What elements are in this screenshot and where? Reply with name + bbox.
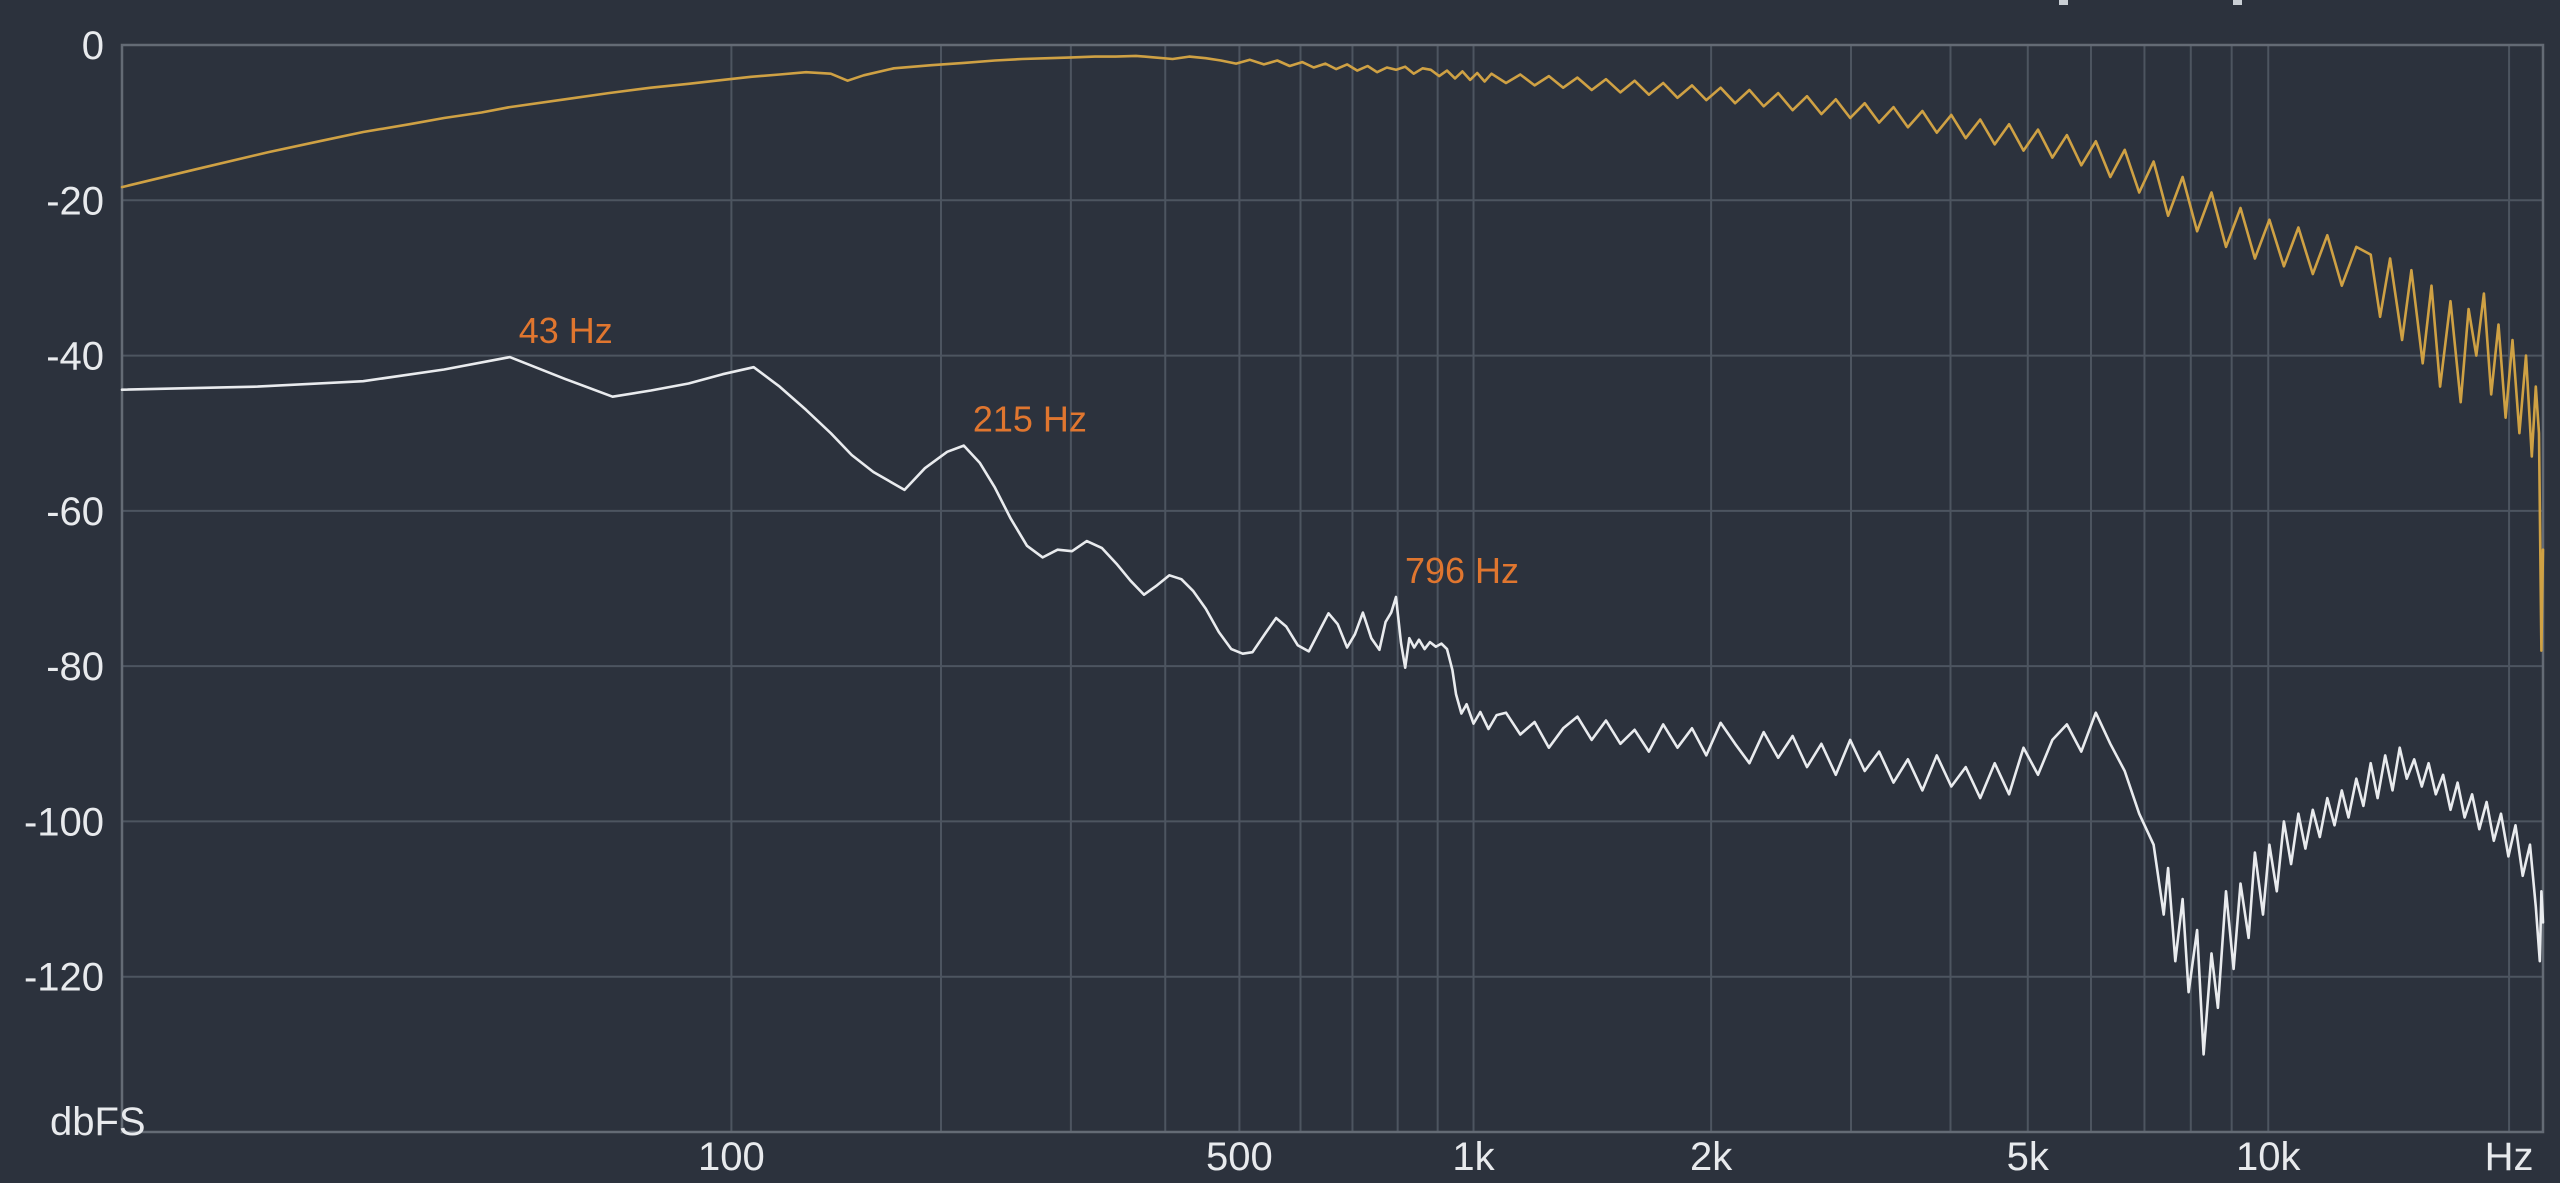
clipped-text-fragment <box>2059 0 2068 5</box>
plot-border <box>120 43 2545 1134</box>
x-tick-label: 1k <box>1452 1135 1495 1179</box>
y-tick-label: -60 <box>46 490 104 534</box>
clipped-text-fragment <box>2233 0 2242 5</box>
x-axis-unit-label: Hz <box>2485 1135 2534 1179</box>
x-tick-label: 2k <box>1690 1135 1733 1179</box>
live-spectrum-trace <box>120 355 2545 1056</box>
y-tick-label: -20 <box>46 179 104 223</box>
y-tick-label: -40 <box>46 335 104 379</box>
y-tick-label: -80 <box>46 645 104 689</box>
y-tick-label: 0 <box>82 24 104 68</box>
y-axis-unit-label: dbFS <box>50 1100 146 1144</box>
x-tick-label: 5k <box>2007 1135 2050 1179</box>
y-tick-label: -100 <box>24 800 104 844</box>
y-tick-label: -120 <box>24 956 104 1000</box>
peak-annotation: 43 Hz <box>519 310 613 351</box>
x-tick-label: 10k <box>2236 1135 2301 1179</box>
x-tick-label: 100 <box>698 1135 765 1179</box>
peak-annotation: 215 Hz <box>973 399 1087 440</box>
peak-hold-trace <box>120 54 2545 652</box>
peak-annotation: 796 Hz <box>1405 550 1519 591</box>
x-tick-label: 500 <box>1206 1135 1273 1179</box>
